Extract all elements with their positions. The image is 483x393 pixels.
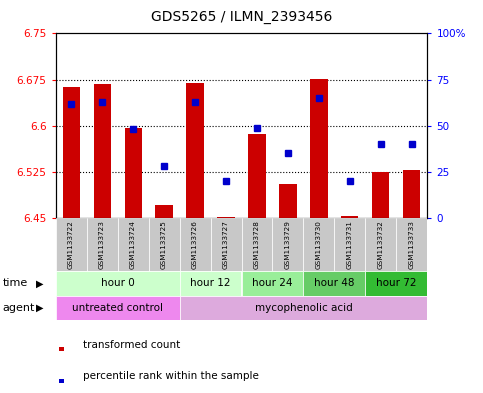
Text: untreated control: untreated control: [72, 303, 163, 313]
Bar: [180, 218, 211, 271]
Text: agent: agent: [2, 303, 35, 313]
Text: hour 48: hour 48: [314, 278, 355, 288]
Text: GSM1133728: GSM1133728: [254, 220, 260, 268]
Bar: [397, 218, 427, 271]
Text: GDS5265 / ILMN_2393456: GDS5265 / ILMN_2393456: [151, 10, 332, 24]
Bar: [156, 205, 172, 218]
Bar: [403, 170, 421, 218]
Bar: [334, 218, 366, 271]
Bar: [341, 216, 358, 218]
Bar: [59, 347, 64, 351]
Bar: [59, 378, 64, 382]
Bar: [248, 134, 266, 218]
Bar: [217, 217, 235, 218]
Bar: [303, 218, 334, 271]
Text: GSM1133726: GSM1133726: [192, 220, 198, 268]
Text: time: time: [2, 278, 28, 288]
Bar: [366, 218, 397, 271]
Bar: [272, 218, 303, 271]
Text: mycophenolic acid: mycophenolic acid: [255, 303, 353, 313]
Text: GSM1133723: GSM1133723: [99, 220, 105, 268]
Text: hour 72: hour 72: [376, 278, 417, 288]
Text: GSM1133732: GSM1133732: [378, 220, 384, 268]
Bar: [56, 271, 180, 296]
Bar: [311, 79, 327, 218]
Bar: [366, 271, 427, 296]
Bar: [242, 271, 303, 296]
Bar: [180, 296, 427, 320]
Bar: [149, 218, 180, 271]
Bar: [125, 128, 142, 218]
Text: GSM1133730: GSM1133730: [316, 220, 322, 268]
Text: GSM1133733: GSM1133733: [409, 220, 415, 268]
Bar: [242, 218, 272, 271]
Text: GSM1133729: GSM1133729: [285, 220, 291, 268]
Bar: [117, 218, 149, 271]
Bar: [372, 172, 389, 218]
Text: GSM1133724: GSM1133724: [130, 220, 136, 268]
Text: transformed count: transformed count: [84, 340, 181, 350]
Text: hour 24: hour 24: [252, 278, 293, 288]
Bar: [56, 296, 180, 320]
Text: ▶: ▶: [36, 278, 43, 288]
Text: GSM1133722: GSM1133722: [68, 220, 74, 268]
Text: ▶: ▶: [36, 303, 43, 313]
Text: GSM1133727: GSM1133727: [223, 220, 229, 268]
Bar: [180, 271, 242, 296]
Bar: [62, 87, 80, 218]
Text: hour 0: hour 0: [100, 278, 134, 288]
Text: hour 12: hour 12: [190, 278, 231, 288]
Text: GSM1133725: GSM1133725: [161, 220, 167, 268]
Bar: [56, 218, 86, 271]
Bar: [186, 83, 203, 218]
Bar: [303, 271, 366, 296]
Bar: [280, 184, 297, 218]
Text: percentile rank within the sample: percentile rank within the sample: [84, 371, 259, 381]
Bar: [86, 218, 117, 271]
Bar: [211, 218, 242, 271]
Text: GSM1133731: GSM1133731: [347, 220, 353, 268]
Bar: [94, 84, 111, 218]
